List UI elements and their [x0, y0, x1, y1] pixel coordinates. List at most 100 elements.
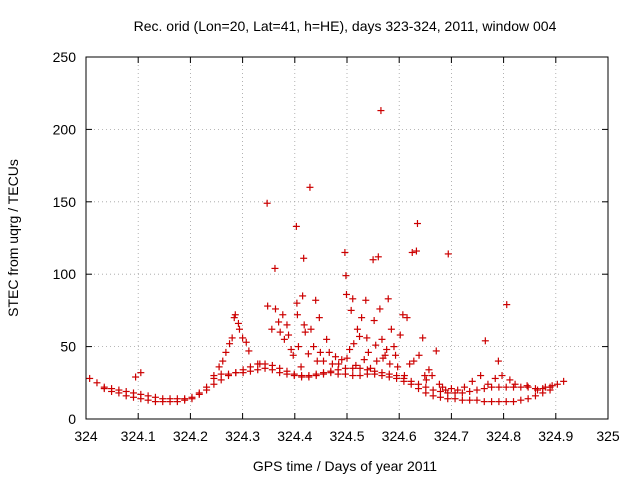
data-point — [222, 348, 230, 356]
data-point — [268, 325, 276, 333]
data-point — [256, 360, 264, 368]
data-point — [363, 370, 371, 378]
data-point — [232, 369, 240, 377]
data-point — [473, 396, 481, 404]
data-point — [385, 373, 393, 381]
data-point — [377, 107, 385, 115]
data-point — [468, 377, 476, 385]
data-point — [390, 343, 398, 351]
data-point — [210, 372, 218, 380]
data-point — [279, 311, 287, 319]
data-point — [413, 220, 421, 228]
data-point — [484, 380, 492, 388]
data-point — [553, 380, 561, 388]
data-point — [502, 398, 510, 406]
data-point — [310, 343, 318, 351]
data-point — [360, 356, 368, 364]
grid-lines — [86, 57, 608, 419]
data-point — [313, 357, 321, 365]
data-point — [412, 247, 420, 255]
data-point — [293, 299, 301, 307]
data-point — [415, 351, 423, 359]
data-point — [442, 386, 450, 394]
data-point — [137, 395, 145, 403]
data-point — [122, 392, 130, 400]
data-point — [373, 357, 381, 365]
data-point — [506, 376, 514, 384]
x-tick-label: 324.1 — [121, 428, 156, 444]
data-point — [364, 348, 372, 356]
data-point — [320, 357, 328, 365]
data-point — [403, 314, 411, 322]
data-point — [100, 385, 108, 393]
data-point — [280, 335, 288, 343]
data-point — [422, 376, 430, 384]
data-point — [341, 370, 349, 378]
data-point — [290, 372, 298, 380]
data-point — [195, 389, 203, 397]
data-point — [444, 250, 452, 258]
data-point — [292, 222, 300, 230]
data-point — [315, 314, 323, 322]
data-point — [316, 348, 324, 356]
data-point — [541, 383, 549, 391]
data-point — [372, 341, 380, 349]
data-point — [480, 385, 488, 393]
data-points — [86, 107, 568, 406]
data-point — [419, 334, 427, 342]
data-point — [447, 385, 455, 393]
data-point — [159, 398, 167, 406]
data-point — [560, 377, 568, 385]
data-point — [306, 183, 314, 191]
data-point — [341, 248, 349, 256]
data-point — [495, 398, 503, 406]
data-point — [511, 380, 519, 388]
data-point — [392, 351, 400, 359]
data-point — [356, 332, 364, 340]
y-axis-label: STEC from uqrg / TECUs — [5, 159, 21, 317]
data-point — [394, 363, 402, 371]
data-point — [307, 325, 315, 333]
data-point — [466, 396, 474, 404]
data-point — [312, 372, 320, 380]
data-point — [376, 305, 384, 313]
x-tick-labels: 324 324.1 324.2 324.3 324.4 324.5 324.6 324.7 32… — [74, 428, 620, 444]
data-point — [477, 372, 485, 380]
data-point — [300, 321, 308, 329]
data-point — [428, 372, 436, 380]
data-point — [466, 387, 474, 395]
data-point — [510, 398, 518, 406]
x-tick-label: 324.9 — [538, 428, 573, 444]
data-point — [245, 347, 253, 355]
data-point — [488, 398, 496, 406]
data-point — [534, 386, 542, 394]
data-point — [356, 372, 364, 380]
data-point — [343, 354, 351, 362]
data-point — [283, 321, 291, 329]
data-point — [231, 311, 239, 319]
data-point — [188, 395, 196, 403]
y-tick-label: 100 — [53, 266, 77, 282]
data-point — [539, 389, 547, 397]
data-point — [488, 383, 496, 391]
data-point — [495, 383, 503, 391]
data-point — [421, 372, 429, 380]
data-point — [349, 295, 357, 303]
data-point — [254, 366, 262, 374]
data-point — [473, 386, 481, 394]
data-point — [301, 328, 309, 336]
data-point — [325, 348, 333, 356]
data-point — [151, 398, 159, 406]
data-point — [239, 334, 247, 342]
data-point — [323, 335, 331, 343]
data-point — [410, 357, 418, 365]
x-tick-label: 325 — [596, 428, 620, 444]
data-point — [358, 314, 366, 322]
data-point — [305, 373, 313, 381]
data-point — [312, 296, 320, 304]
data-point — [415, 385, 423, 393]
data-point — [203, 383, 211, 391]
data-point — [353, 325, 361, 333]
data-point — [264, 302, 272, 310]
